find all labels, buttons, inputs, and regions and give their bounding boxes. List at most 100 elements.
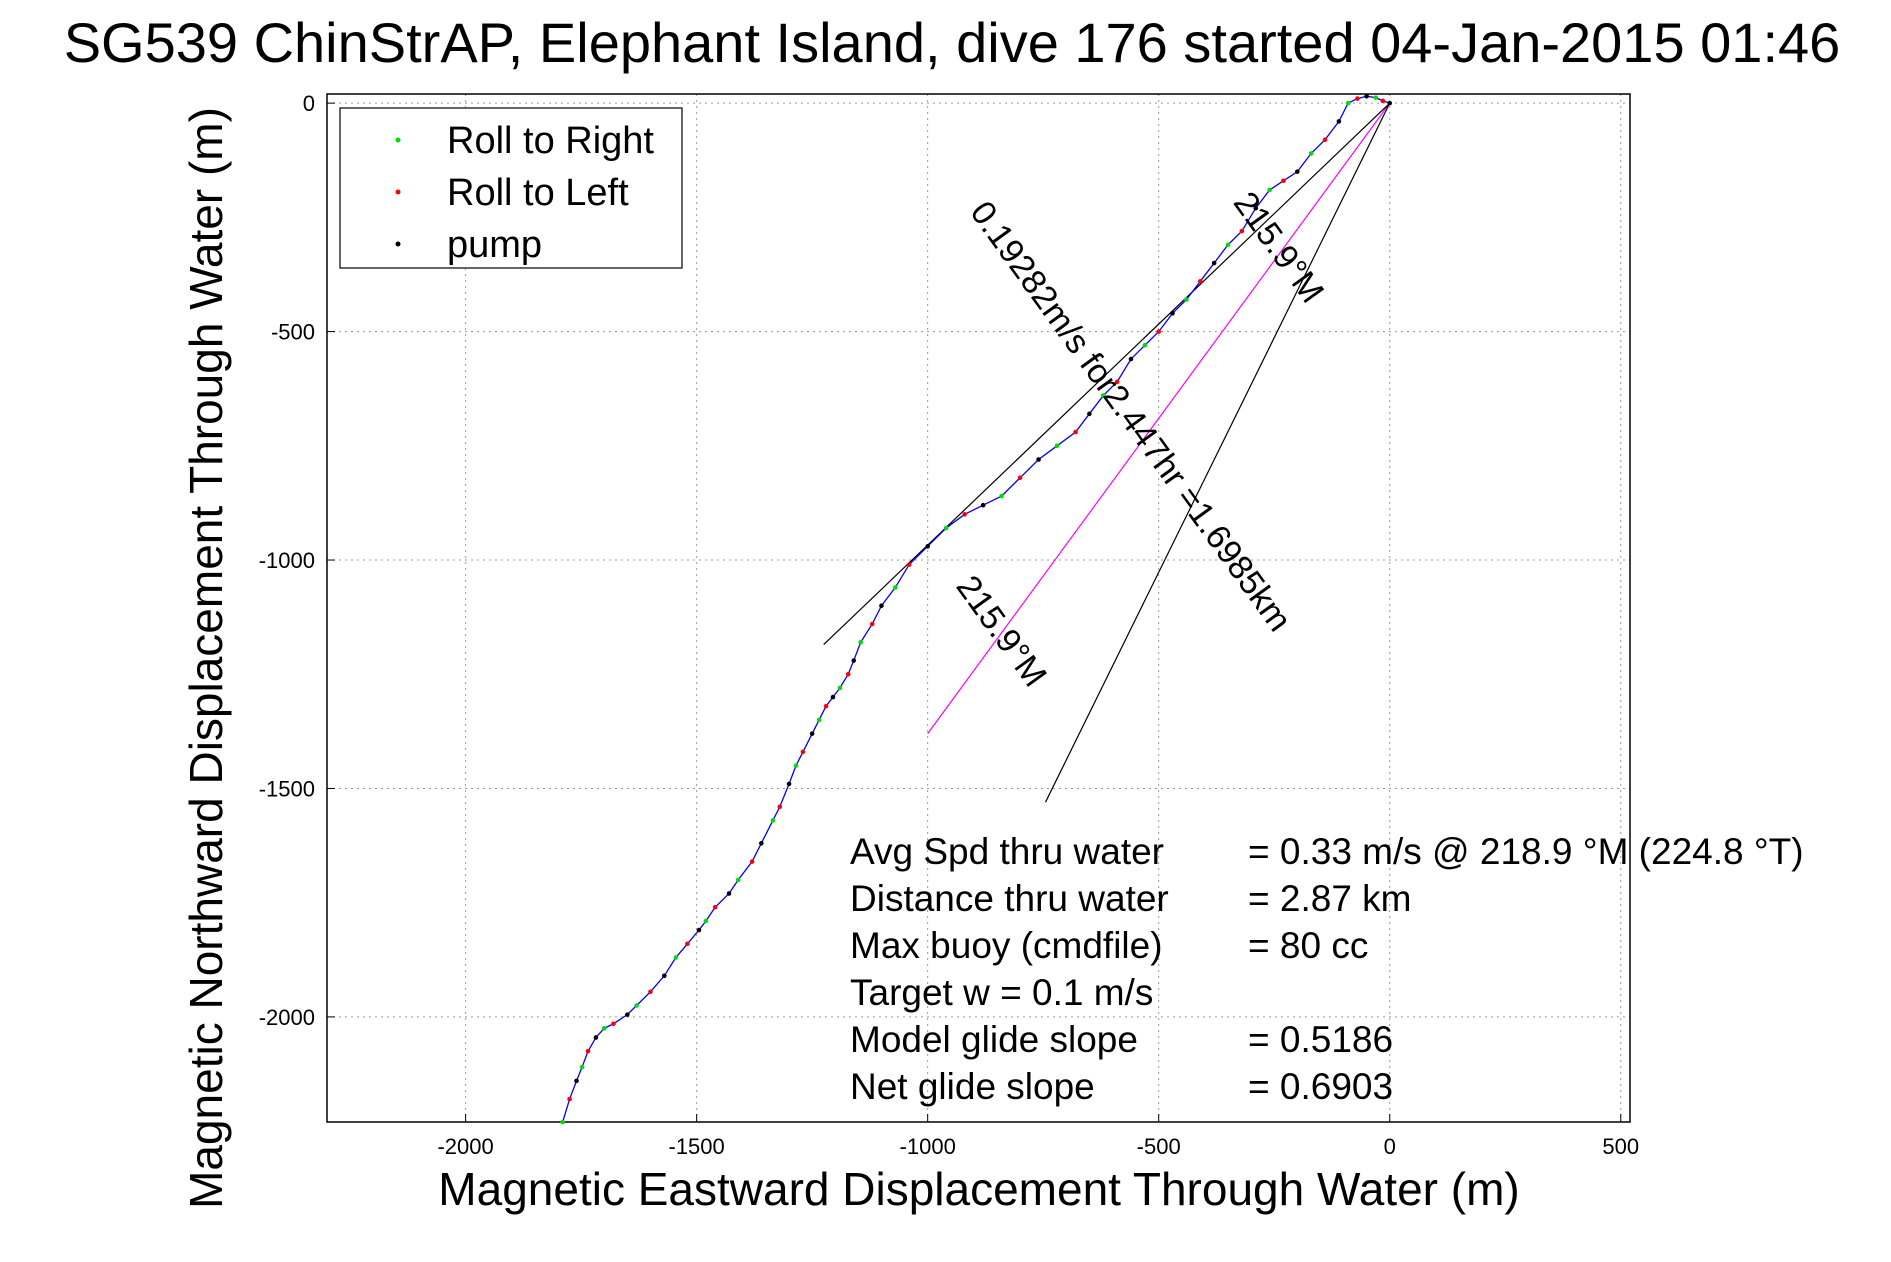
- track-point: [1387, 100, 1393, 106]
- track-point: [685, 941, 690, 947]
- track-point: [574, 1078, 579, 1084]
- track-point: [1128, 356, 1134, 362]
- x-axis-label: Magnetic Eastward Displacement Through W…: [438, 1163, 1519, 1215]
- legend-label: Roll to Right: [447, 120, 654, 162]
- stat-label: Model glide slope: [850, 1019, 1138, 1060]
- legend-label: pump: [447, 224, 542, 266]
- reference-line-wedge-1: [823, 102, 1391, 645]
- track-point: [593, 1035, 599, 1040]
- track-point: [601, 1026, 607, 1031]
- track-point: [851, 658, 857, 663]
- track-point: [579, 1064, 585, 1070]
- track-point: [823, 703, 829, 709]
- stat-value: = 0.33 m/s @ 218.9 °M (224.8 °T): [1248, 831, 1804, 872]
- track-point: [1308, 151, 1314, 156]
- stat-label: Avg Spd thru water: [850, 831, 1164, 872]
- stat-value: = 2.87 km: [1248, 878, 1412, 919]
- track-point: [786, 781, 792, 787]
- x-tick-label: -1500: [669, 1134, 725, 1159]
- track-point: [726, 891, 732, 896]
- legend: Roll to Right Roll to Left pump: [339, 107, 683, 269]
- track-point: [800, 749, 806, 755]
- legend-label: Roll to Left: [447, 172, 629, 214]
- track-point: [777, 804, 783, 810]
- track-point: [1267, 187, 1272, 193]
- legend-marker: [395, 137, 401, 143]
- x-tick-label: 0: [1384, 1134, 1396, 1159]
- track-point: [567, 1096, 572, 1102]
- track-point: [1380, 98, 1386, 104]
- track-point: [585, 1048, 591, 1054]
- track-point: [1281, 178, 1286, 184]
- track-point: [816, 717, 822, 723]
- track-point: [735, 877, 741, 883]
- track-point: [560, 1119, 565, 1125]
- x-tick-label: 500: [1602, 1134, 1639, 1159]
- track-point: [1225, 242, 1231, 248]
- dive-track: [560, 93, 1393, 1125]
- annotations: 0.19282m/s for2.447hr =1.6985km215.9°M21…: [949, 185, 1331, 694]
- legend-marker: [395, 189, 401, 195]
- track-point: [809, 731, 815, 736]
- track-point: [712, 904, 718, 910]
- track-point: [893, 585, 898, 590]
- legend-box: [339, 107, 683, 269]
- reference-lines: [823, 102, 1391, 803]
- axis-ticks: -2000 -1500 -1000 -500 0 500 0 -500 -1000 -1500 -2…: [259, 91, 1639, 1159]
- track-point: [749, 859, 755, 864]
- y-tick-label: -1500: [259, 776, 315, 801]
- track-point: [830, 694, 836, 700]
- track-point: [943, 525, 949, 531]
- track-point: [962, 512, 967, 517]
- y-tick-label: -1000: [259, 548, 315, 573]
- track-point: [999, 493, 1004, 499]
- track-point: [1336, 119, 1342, 124]
- track-annotation: 215.9°M: [949, 569, 1054, 694]
- track-point: [1197, 279, 1203, 284]
- x-tick-label: -2000: [437, 1134, 493, 1159]
- track-point: [1184, 297, 1189, 302]
- track-point: [1054, 443, 1060, 449]
- track-point: [673, 955, 679, 960]
- track-point: [837, 685, 843, 691]
- track-point: [662, 973, 667, 979]
- grid: [327, 94, 1630, 1122]
- stat-label: Target w = 0.1 m/s: [850, 972, 1153, 1013]
- track-point: [1253, 205, 1259, 211]
- track-point: [980, 502, 986, 508]
- track-point: [703, 918, 709, 924]
- reference-line-wedge-2: [1044, 102, 1391, 803]
- track-point: [759, 840, 764, 846]
- y-tick-label: -500: [271, 320, 315, 345]
- track-point: [1373, 95, 1379, 100]
- track-point: [869, 621, 875, 627]
- track-point: [611, 1021, 616, 1027]
- track-point: [1170, 311, 1175, 316]
- track-point: [1087, 411, 1092, 417]
- stat-label: Distance thru water: [850, 878, 1169, 919]
- track-point: [879, 603, 884, 609]
- stats-block: Avg Spd thru water = 0.33 m/s @ 218.9 °M …: [850, 831, 1804, 1107]
- track-point: [1355, 96, 1360, 101]
- track-point: [1142, 342, 1148, 348]
- x-tick-label: -500: [1137, 1134, 1181, 1159]
- track-point: [770, 818, 776, 823]
- track-point: [1211, 260, 1217, 266]
- legend-marker: [395, 241, 401, 247]
- track-point: [1073, 429, 1078, 435]
- track-point: [1156, 329, 1162, 334]
- stat-value: = 80 cc: [1248, 925, 1368, 966]
- track-point: [1017, 475, 1023, 481]
- track-point: [1345, 100, 1351, 106]
- track-point: [1114, 379, 1120, 385]
- track-point: [906, 562, 912, 567]
- track-annotation: 0.19282m/s for2.447hr =1.6985km: [963, 194, 1299, 638]
- track-line: [562, 95, 1390, 1123]
- track-point: [1295, 169, 1300, 174]
- track-point: [648, 989, 653, 995]
- track-point: [925, 544, 930, 549]
- stat-value: = 0.6903: [1248, 1066, 1393, 1107]
- track-point: [1100, 393, 1106, 398]
- track-point: [845, 671, 851, 677]
